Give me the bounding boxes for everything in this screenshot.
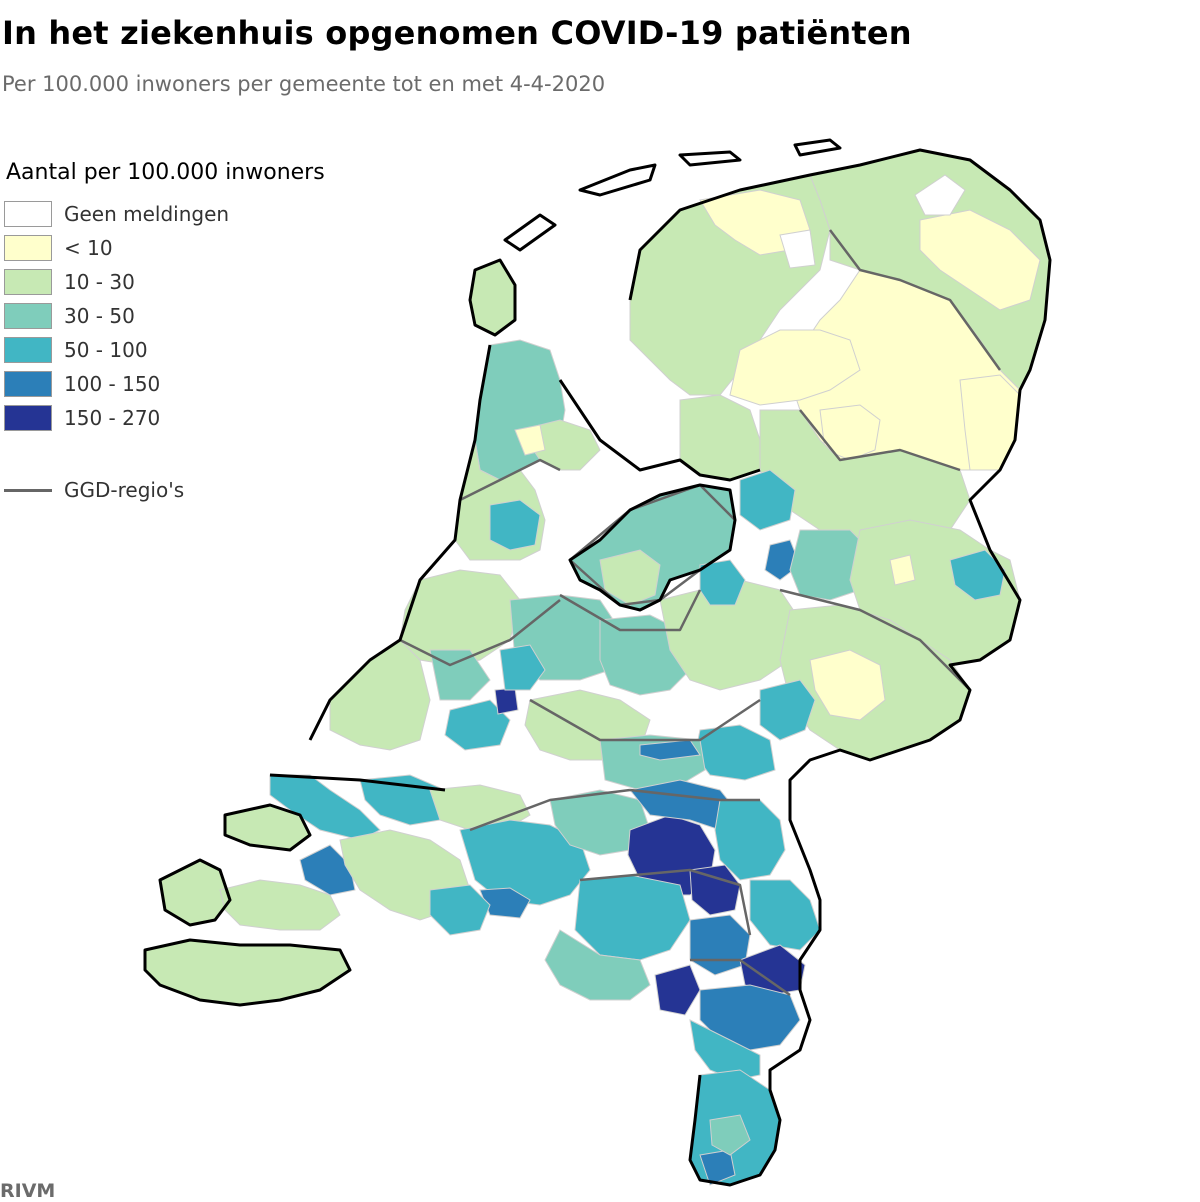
region-limburg-maastricht xyxy=(699,1149,736,1186)
region-brabant-south xyxy=(544,929,651,1001)
legend-item-30-50: 30 - 50 xyxy=(4,299,384,333)
legend-label: < 10 xyxy=(64,236,113,260)
map-title: In het ziekenhuis opgenomen COVID-19 pat… xyxy=(2,14,912,52)
region-twente-yellow xyxy=(889,554,916,586)
ggd-borders xyxy=(399,229,1002,997)
ggd-border-drenthe xyxy=(799,409,961,472)
region-zeeland-zuid xyxy=(219,879,341,931)
region-zuid-holland-dark xyxy=(494,687,519,715)
region-rotterdam xyxy=(444,699,511,751)
coast-walcheren xyxy=(158,858,232,927)
legend-swatch xyxy=(4,235,52,261)
legend-label: 150 - 270 xyxy=(64,406,161,430)
coast-vlieland xyxy=(503,213,557,252)
region-twente-blue xyxy=(949,549,1006,601)
legend-swatch xyxy=(4,303,52,329)
region-drenthe-east xyxy=(959,374,1021,471)
region-noord-holland-yellow xyxy=(514,424,546,456)
legend-swatch xyxy=(4,405,52,431)
region-achterhoek-yellow xyxy=(809,649,886,721)
map-subtitle: Per 100.000 inwoners per gemeente tot en… xyxy=(2,72,606,96)
legend-item-10-30: 10 - 30 xyxy=(4,265,384,299)
ggd-border-brabant-west xyxy=(469,788,631,832)
region-brabant-east xyxy=(749,879,821,951)
region-brabant-eindhoven xyxy=(574,874,691,961)
legend-item-lt-10: < 10 xyxy=(4,231,384,265)
coast-ameland xyxy=(678,150,742,167)
coast-texel xyxy=(468,258,517,337)
ggd-border-brabant-east xyxy=(629,788,760,802)
region-brabant-breda-dark xyxy=(479,887,531,919)
legend-item-ggd-regios: GGD-regio's xyxy=(4,475,384,505)
legend-item-50-100: 50 - 100 xyxy=(4,333,384,367)
legend-item-150-270: 150 - 270 xyxy=(4,401,384,435)
region-limburg-mid xyxy=(699,984,801,1051)
legend-label: Geen meldingen xyxy=(64,202,230,226)
region-friesland-white xyxy=(779,229,816,269)
coast-terschelling xyxy=(578,163,657,197)
coast-schiermonnikoog xyxy=(793,138,842,157)
legend-label: 100 - 150 xyxy=(64,372,161,396)
ggd-border-gelderland xyxy=(779,588,971,691)
legend-swatch xyxy=(4,337,52,363)
coast-flevoland xyxy=(568,483,737,612)
ggd-border-zh xyxy=(399,599,561,667)
legend-item-geen-meldingen: Geen meldingen xyxy=(4,197,384,231)
coast-zeeland-flanders xyxy=(143,938,352,1007)
region-brabant-veghel-dark xyxy=(689,864,741,916)
region-brabant-uden xyxy=(714,799,786,881)
coastline xyxy=(143,138,1052,1187)
ggd-line-sample xyxy=(4,488,52,492)
legend: Aantal per 100.000 inwoners Geen melding… xyxy=(4,160,384,505)
region-brabant-west-blue xyxy=(429,884,491,936)
region-nijmegen xyxy=(694,724,776,781)
municipality-regions xyxy=(144,149,1051,1186)
region-zuid-holland-north xyxy=(399,569,521,666)
coast-ijsselmeer xyxy=(558,379,761,482)
legend-label: 30 - 50 xyxy=(64,304,135,328)
legend-swatch xyxy=(4,371,52,397)
region-amsterdam xyxy=(489,499,541,551)
coast-schouwen xyxy=(223,803,312,852)
region-limburg-weert-dark xyxy=(654,964,701,1016)
coast-holland xyxy=(308,344,492,741)
coast-zeeland xyxy=(269,773,446,792)
region-limburg-south-teal xyxy=(709,1114,751,1156)
legend-item-100-150: 100 - 150 xyxy=(4,367,384,401)
ggd-border-limburg xyxy=(690,958,791,997)
source-label: RIVM xyxy=(0,1180,56,1202)
region-groningen-white xyxy=(914,174,966,216)
legend-swatch xyxy=(4,201,52,227)
legend-title: Aantal per 100.000 inwoners xyxy=(6,160,325,185)
region-zuid-holland-coast xyxy=(329,639,431,751)
region-friesland-south xyxy=(729,329,861,406)
ggd-border-rivers xyxy=(529,698,761,742)
legend-swatch xyxy=(4,269,52,295)
region-zeeland-blue xyxy=(299,844,356,896)
ggd-border-brabant-mid xyxy=(579,868,752,936)
region-zeeland-flanders xyxy=(144,939,351,1006)
coast-north xyxy=(628,148,1052,1187)
ggd-border-north xyxy=(829,229,1002,371)
region-zwolle xyxy=(739,469,796,531)
ggd-border-holland xyxy=(459,458,561,502)
ggd-border-utrecht xyxy=(559,589,702,632)
legend-label: 10 - 30 xyxy=(64,270,135,294)
region-utrecht-blue xyxy=(499,644,546,691)
region-overijssel-mid xyxy=(789,529,871,601)
legend-label: GGD-regio's xyxy=(64,478,185,502)
region-groningen-east xyxy=(919,209,1041,311)
region-arnhem xyxy=(759,679,816,741)
legend-label: 50 - 100 xyxy=(64,338,148,362)
